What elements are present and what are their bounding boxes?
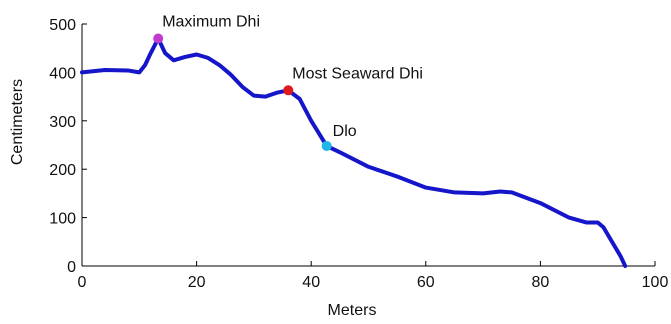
y-tick-label: 200	[49, 162, 76, 179]
x-tick-label: 80	[532, 274, 550, 291]
annotation-label-most-seaward-dhi: Most Seaward Dhi	[292, 65, 423, 82]
annotation-layer: Maximum Dhi Most Seaward Dhi Dlo	[153, 14, 423, 151]
y-tick-label: 100	[49, 211, 76, 228]
x-tick-label: 40	[302, 274, 320, 291]
x-axis-ticks: 0 20 40 60 80 100	[78, 261, 669, 291]
y-tick-label: 300	[49, 114, 76, 131]
plot-layer	[80, 36, 628, 268]
y-tick-label: 0	[67, 259, 76, 276]
y-tick-label: 500	[49, 17, 76, 34]
annotation-label-maximum-dhi: Maximum Dhi	[162, 14, 260, 31]
profile-series-line	[80, 36, 628, 268]
x-tick-label: 0	[78, 274, 87, 291]
x-tick-label: 60	[417, 274, 435, 291]
y-axis-label: Centimeters	[9, 79, 26, 165]
annotation-point-dlo	[321, 140, 332, 151]
axis-layer: 0 20 40 60 80 100 0 100 200 300 400 500 Meters Cen…	[9, 17, 668, 319]
annotation-point-maximum-dhi	[153, 33, 164, 44]
x-tick-label: 20	[188, 274, 206, 291]
x-tick-label: 100	[642, 274, 669, 291]
y-axis-ticks: 0 100 200 300 400 500	[49, 17, 87, 276]
annotation-label-dlo: Dlo	[333, 123, 357, 140]
y-tick-label: 400	[49, 65, 76, 82]
annotation-point-most-seaward-dhi	[283, 85, 294, 96]
x-axis-label: Meters	[328, 302, 377, 319]
